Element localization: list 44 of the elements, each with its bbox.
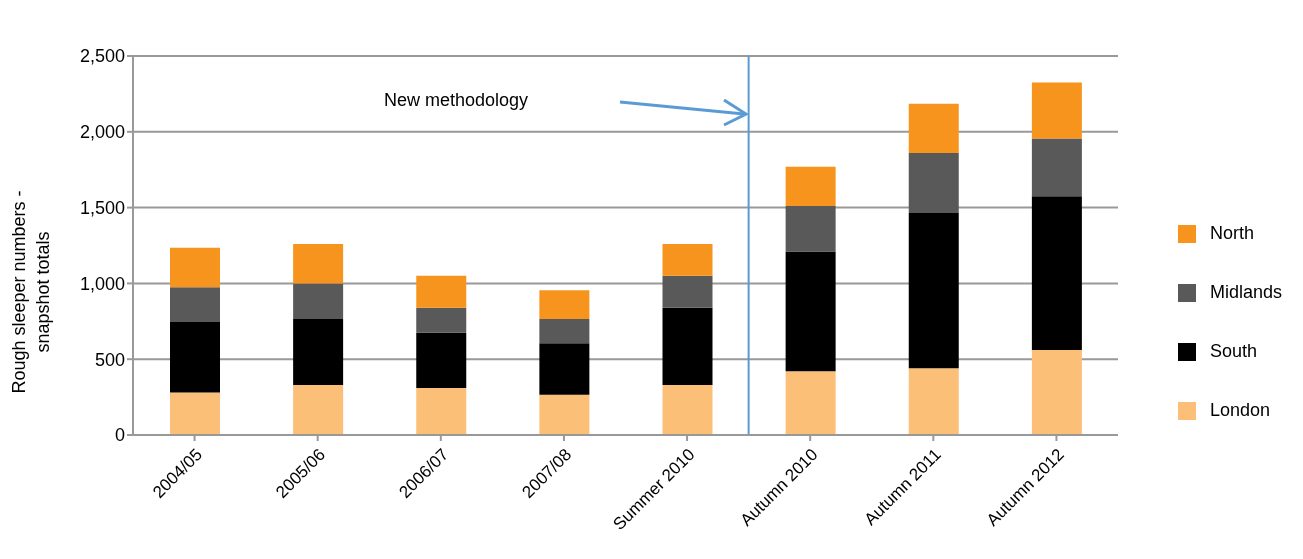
bar — [1031, 82, 1082, 139]
bar — [908, 153, 959, 213]
bar — [170, 322, 220, 393]
legend-label: Midlands — [1209, 282, 1283, 303]
bar — [785, 251, 836, 372]
legend-label: South — [1209, 341, 1259, 362]
bar — [662, 307, 713, 385]
bar — [293, 319, 344, 385]
bar — [662, 384, 713, 435]
bar — [416, 332, 467, 388]
bar — [293, 384, 344, 435]
y-tick-label: 0 — [114, 425, 125, 446]
bar — [416, 388, 467, 435]
y-axis-title: Rough sleeper numbers - snapshot totals — [8, 189, 54, 396]
y-tick-label: 1,500 — [79, 197, 125, 218]
y-tick-label: 500 — [94, 349, 125, 370]
bar — [1031, 138, 1082, 197]
bar — [785, 166, 836, 207]
y-tick-label: 1,000 — [79, 273, 125, 294]
bar — [293, 283, 344, 320]
annotation: New methodology — [384, 90, 529, 111]
bar — [539, 319, 590, 344]
bar — [908, 103, 959, 154]
bar — [1031, 350, 1082, 435]
bar — [170, 392, 220, 435]
bar — [1031, 196, 1082, 351]
bar — [170, 287, 220, 323]
bar — [785, 206, 836, 252]
bar — [539, 343, 590, 395]
bar — [785, 371, 836, 435]
bar — [416, 275, 467, 308]
bar — [416, 307, 467, 333]
bar — [170, 247, 220, 288]
bar — [539, 394, 590, 435]
legend-label: North — [1209, 223, 1255, 244]
y-tick-label: 2,500 — [79, 46, 125, 67]
legend-label: London — [1209, 400, 1272, 421]
y-tick-label: 2,000 — [79, 122, 125, 143]
bar — [662, 243, 713, 276]
bar — [293, 243, 344, 284]
bar — [908, 212, 959, 369]
bar — [539, 290, 590, 320]
bar — [662, 275, 713, 308]
bar — [908, 368, 959, 435]
